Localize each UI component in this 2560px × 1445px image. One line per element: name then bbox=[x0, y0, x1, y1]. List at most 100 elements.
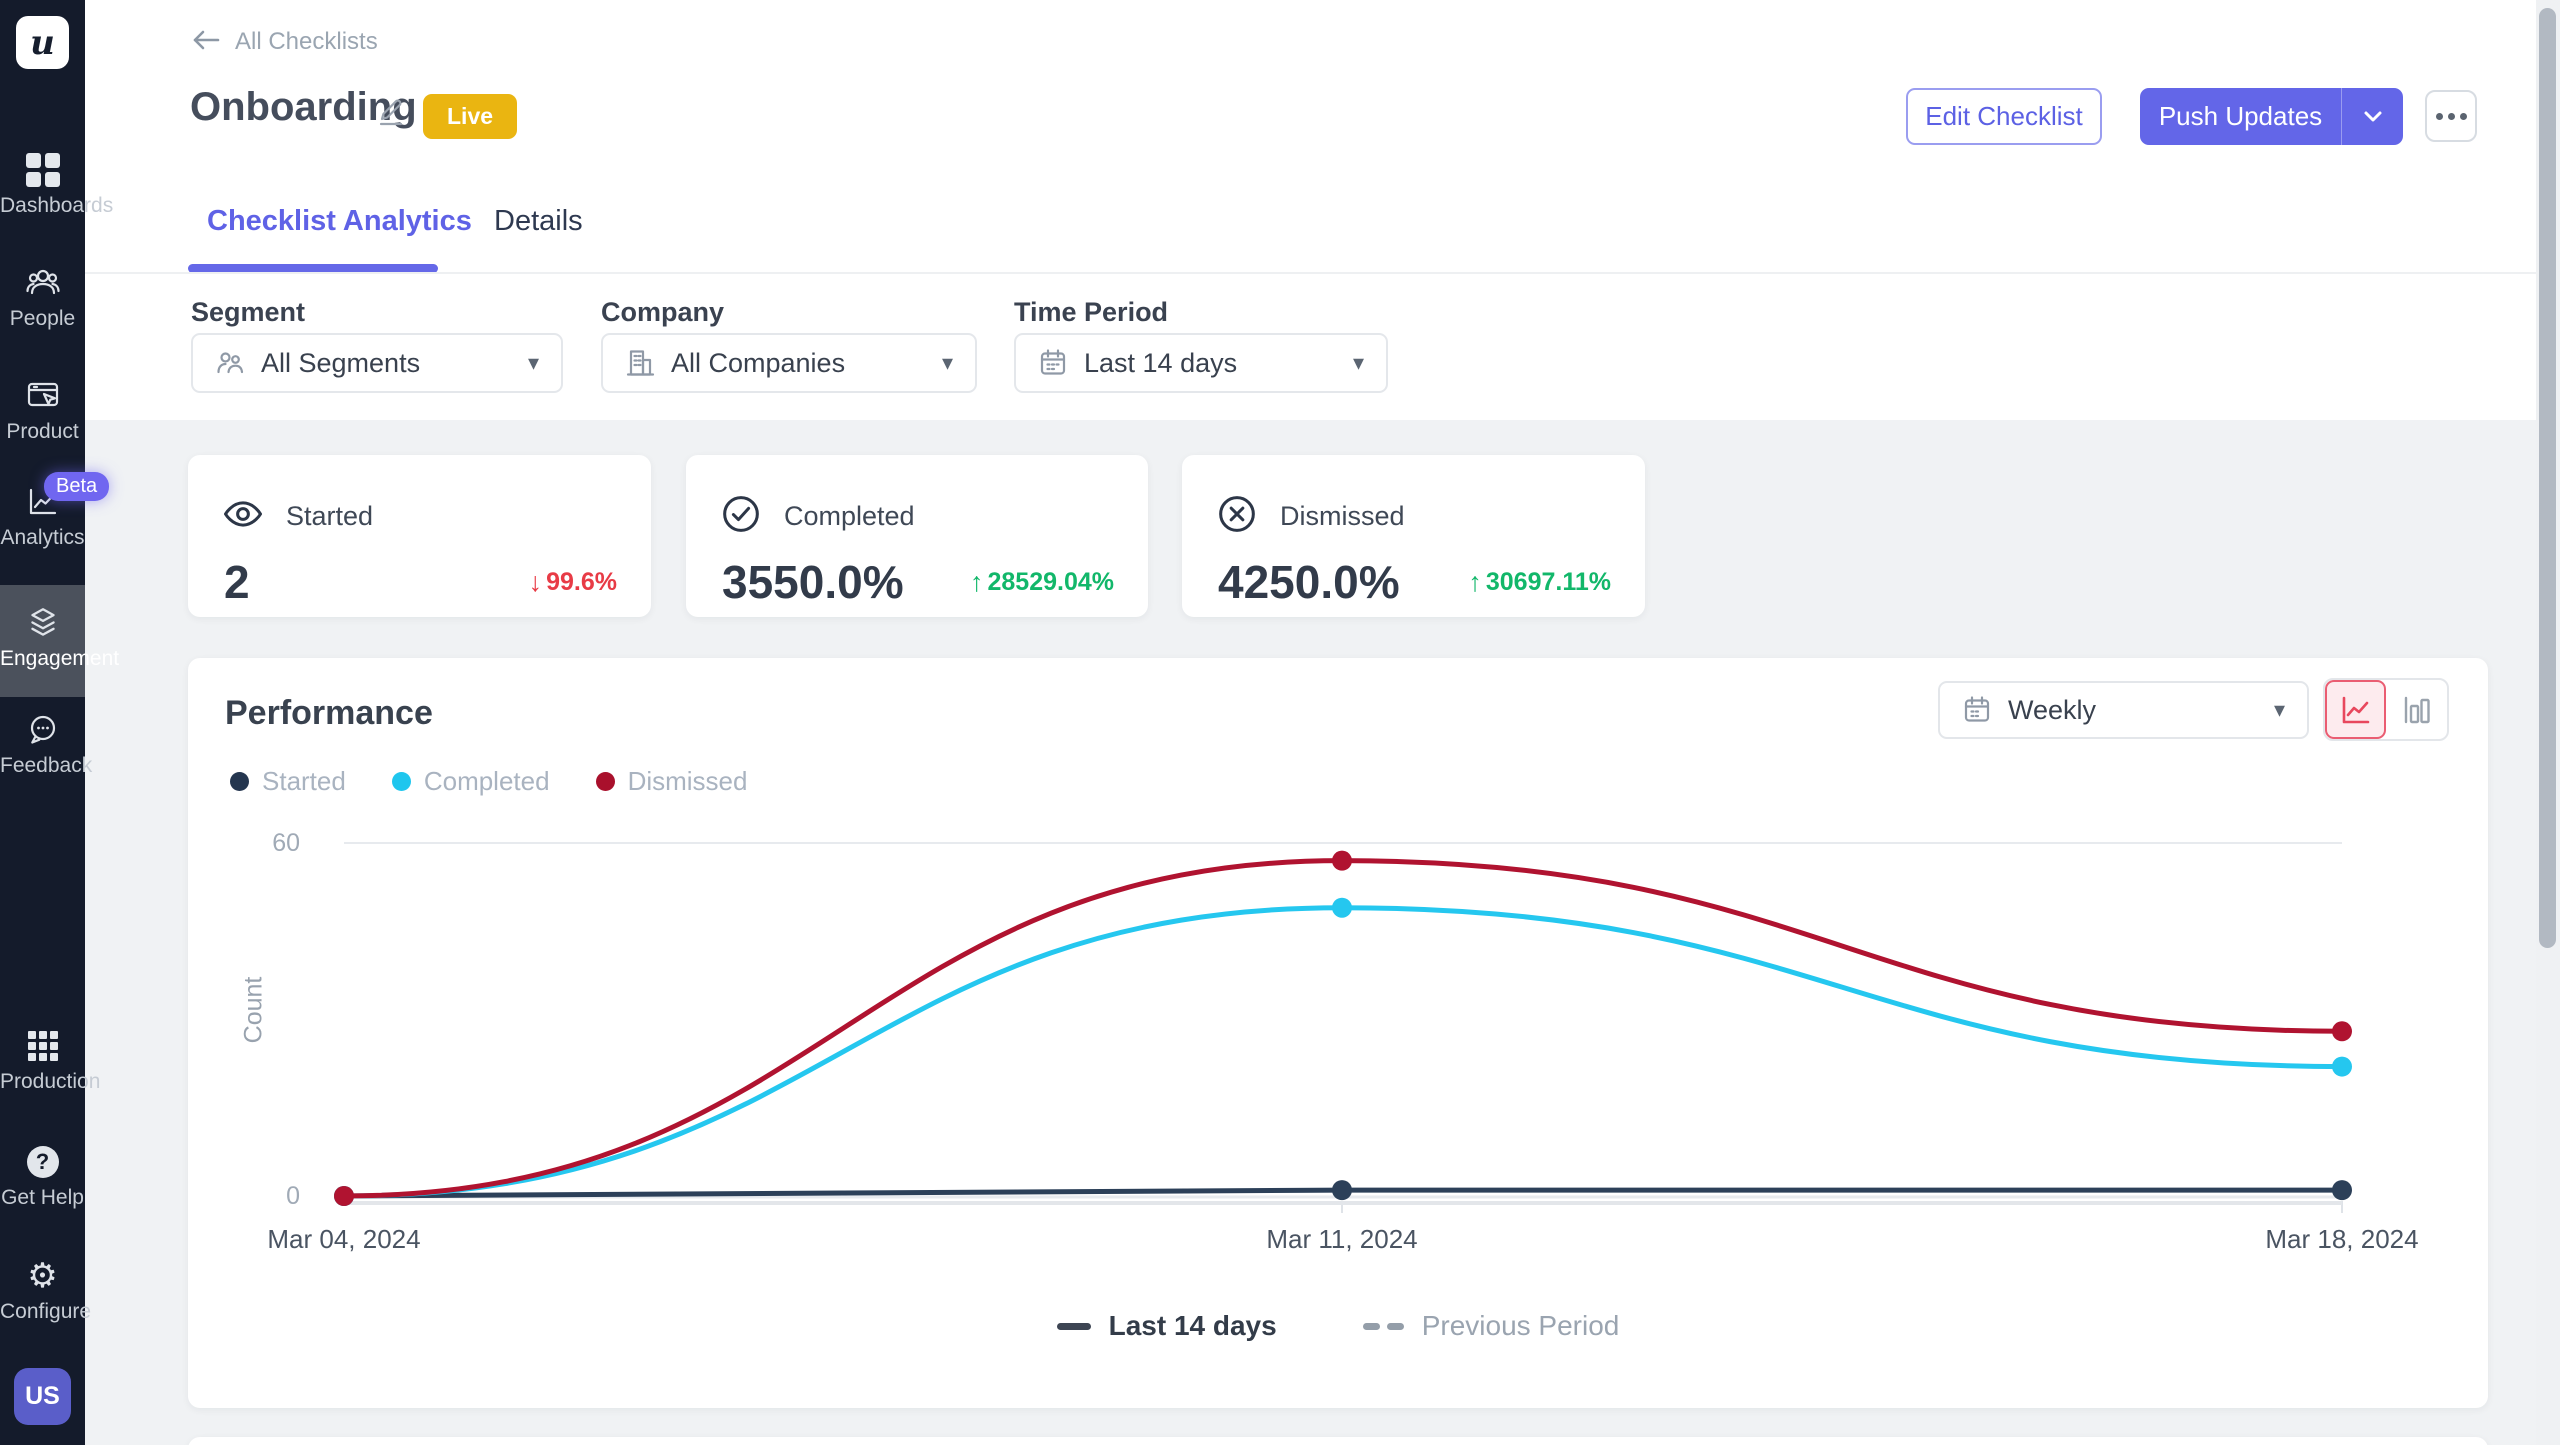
edit-checklist-button[interactable]: Edit Checklist bbox=[1906, 88, 2102, 145]
performance-card: Performance Weekly ▾ Started Completed D… bbox=[188, 658, 2488, 1408]
company-building-icon bbox=[626, 350, 655, 376]
time-period-filter-label: Time Period bbox=[1014, 297, 1169, 327]
dashed-line-swatch bbox=[1362, 1322, 1404, 1330]
status-badge: Live bbox=[423, 94, 518, 139]
legend-item-started[interactable]: Started bbox=[230, 766, 346, 797]
push-updates-label: Push Updates bbox=[2158, 101, 2323, 131]
user-avatar[interactable]: US bbox=[14, 1368, 71, 1425]
app-logo[interactable]: u bbox=[16, 16, 69, 69]
eye-icon bbox=[222, 493, 264, 540]
analytics-chart-icon: Beta bbox=[0, 472, 110, 520]
active-tab-underline bbox=[188, 264, 438, 273]
sidebar-item-people[interactable]: People bbox=[0, 265, 85, 331]
chart-type-toggle bbox=[2323, 678, 2449, 741]
company-filter-select[interactable]: All Companies ▾ bbox=[601, 333, 977, 393]
push-updates-dropdown[interactable] bbox=[2341, 88, 2403, 145]
page-title: Onboarding bbox=[190, 85, 417, 129]
stat-value: 3550.0% bbox=[722, 556, 904, 608]
granularity-value: Weekly bbox=[2008, 694, 2097, 725]
bar-chart-icon bbox=[2404, 696, 2430, 723]
granularity-select[interactable]: Weekly ▾ bbox=[1938, 681, 2309, 739]
x-axis-label-2: Mar 11, 2024 bbox=[1266, 1224, 1418, 1254]
company-filter-label: Company bbox=[601, 297, 725, 327]
line-chart-toggle-button[interactable] bbox=[2325, 680, 2386, 739]
y-axis-tick-60: 60 bbox=[272, 829, 300, 857]
line-chart-icon bbox=[2342, 696, 2369, 723]
sidebar-item-label: Production bbox=[0, 1070, 101, 1093]
sidebar-item-label: People bbox=[9, 307, 76, 330]
gear-icon: ⚙ bbox=[27, 1257, 58, 1295]
tabs-divider bbox=[85, 272, 2560, 274]
y-axis-title: Count bbox=[239, 976, 268, 1044]
next-card-top-edge bbox=[188, 1437, 2488, 1445]
caret-down-icon: ▾ bbox=[2273, 697, 2285, 722]
sidebar-item-analytics[interactable]: Beta Analytics bbox=[0, 472, 110, 550]
segment-filter-value: All Segments bbox=[261, 347, 421, 378]
stat-value: 4250.0% bbox=[1218, 556, 1400, 608]
sidebar-item-label: Configure bbox=[0, 1300, 92, 1323]
grid-dashboard-icon bbox=[0, 152, 85, 188]
bar-chart-toggle-button[interactable] bbox=[2386, 680, 2447, 739]
sidebar-item-label: Dashboards bbox=[0, 194, 114, 217]
caret-down-icon: ▾ bbox=[527, 350, 539, 375]
stat-card-completed: Completed 3550.0% ↑ 28529.04% bbox=[686, 455, 1148, 617]
sidebar-item-production[interactable]: Production bbox=[0, 1028, 101, 1094]
sidebar-item-product[interactable]: Product bbox=[0, 378, 85, 444]
sidebar-item-get-help[interactable]: ? Get Help bbox=[0, 1144, 85, 1210]
segment-filter-select[interactable]: All Segments ▾ bbox=[191, 333, 563, 393]
time-period-filter-select[interactable]: Last 14 days ▾ bbox=[1014, 333, 1388, 393]
beta-badge: Beta bbox=[44, 472, 110, 501]
stat-delta: ↑ 30697.11% bbox=[1468, 567, 1611, 597]
stat-delta: ↑ 28529.04% bbox=[969, 567, 1114, 597]
x-axis-label-3: Mar 18, 2024 bbox=[2265, 1224, 2419, 1254]
calendar-icon bbox=[1040, 349, 1066, 375]
solid-line-swatch bbox=[1056, 1322, 1091, 1330]
time-period-filter-value: Last 14 days bbox=[1084, 347, 1238, 378]
scrollbar-thumb[interactable] bbox=[2539, 8, 2556, 948]
stat-card-started: Started 2 ↓ 99.6% bbox=[188, 455, 651, 617]
arrow-down-icon: ↓ bbox=[528, 567, 543, 597]
legend-item-dismissed[interactable]: Dismissed bbox=[595, 766, 747, 797]
legend-previous-period: Previous Period bbox=[1362, 1310, 1619, 1342]
segment-filter-label: Segment bbox=[191, 297, 306, 327]
tab-checklist-analytics[interactable]: Checklist Analytics bbox=[207, 205, 472, 237]
performance-title: Performance bbox=[225, 694, 433, 732]
sidebar-item-dashboards[interactable]: Dashboards bbox=[0, 152, 114, 218]
calendar-icon bbox=[1964, 696, 1990, 722]
stat-card-dismissed: Dismissed 4250.0% ↑ 30697.11% bbox=[1182, 455, 1645, 617]
stat-label: Dismissed bbox=[1280, 501, 1405, 531]
page-scrollbar[interactable] bbox=[2536, 0, 2560, 1445]
x-axis-label-1: Mar 04, 2024 bbox=[267, 1224, 421, 1254]
breadcrumb[interactable]: All Checklists bbox=[235, 28, 378, 55]
stat-delta: ↓ 99.6% bbox=[528, 567, 617, 597]
more-options-button[interactable] bbox=[2425, 90, 2477, 142]
tab-details[interactable]: Details bbox=[494, 205, 583, 237]
company-filter-value: All Companies bbox=[671, 347, 846, 378]
y-axis-tick-0: 0 bbox=[286, 1182, 300, 1210]
sidebar-item-label: Analytics bbox=[0, 526, 85, 549]
sidebar-item-engagement[interactable]: Engagement bbox=[0, 585, 120, 697]
sidebar-item-configure[interactable]: ⚙ Configure bbox=[0, 1257, 92, 1324]
stat-value: 2 bbox=[224, 556, 250, 608]
legend-dot bbox=[230, 772, 249, 791]
layers-icon bbox=[0, 605, 85, 641]
sidebar-item-label: Get Help bbox=[1, 1186, 84, 1209]
apps-grid-icon bbox=[0, 1028, 85, 1064]
segment-people-icon bbox=[217, 352, 244, 374]
edit-title-pencil-icon[interactable] bbox=[377, 95, 411, 134]
caret-down-icon: ▾ bbox=[1352, 350, 1364, 375]
sidebar-item-label: Engagement bbox=[0, 647, 120, 670]
back-arrow-icon[interactable] bbox=[188, 22, 224, 63]
x-circle-icon bbox=[1216, 493, 1258, 540]
performance-line-chart bbox=[334, 842, 2352, 1213]
check-circle-icon bbox=[720, 493, 762, 540]
legend-item-completed[interactable]: Completed bbox=[391, 766, 550, 797]
legend-dot bbox=[595, 772, 615, 791]
legend-current-period: Last 14 days bbox=[1056, 1310, 1277, 1342]
push-updates-button[interactable]: Push Updates bbox=[2140, 88, 2403, 145]
people-icon bbox=[0, 265, 85, 301]
sidebar-item-feedback[interactable]: Feedback bbox=[0, 712, 92, 778]
feedback-chat-icon bbox=[0, 712, 85, 748]
chart-legend: Started Completed Dismissed bbox=[230, 766, 747, 797]
sidebar: u Dashboards People Product Beta Analyti… bbox=[0, 0, 120, 1445]
